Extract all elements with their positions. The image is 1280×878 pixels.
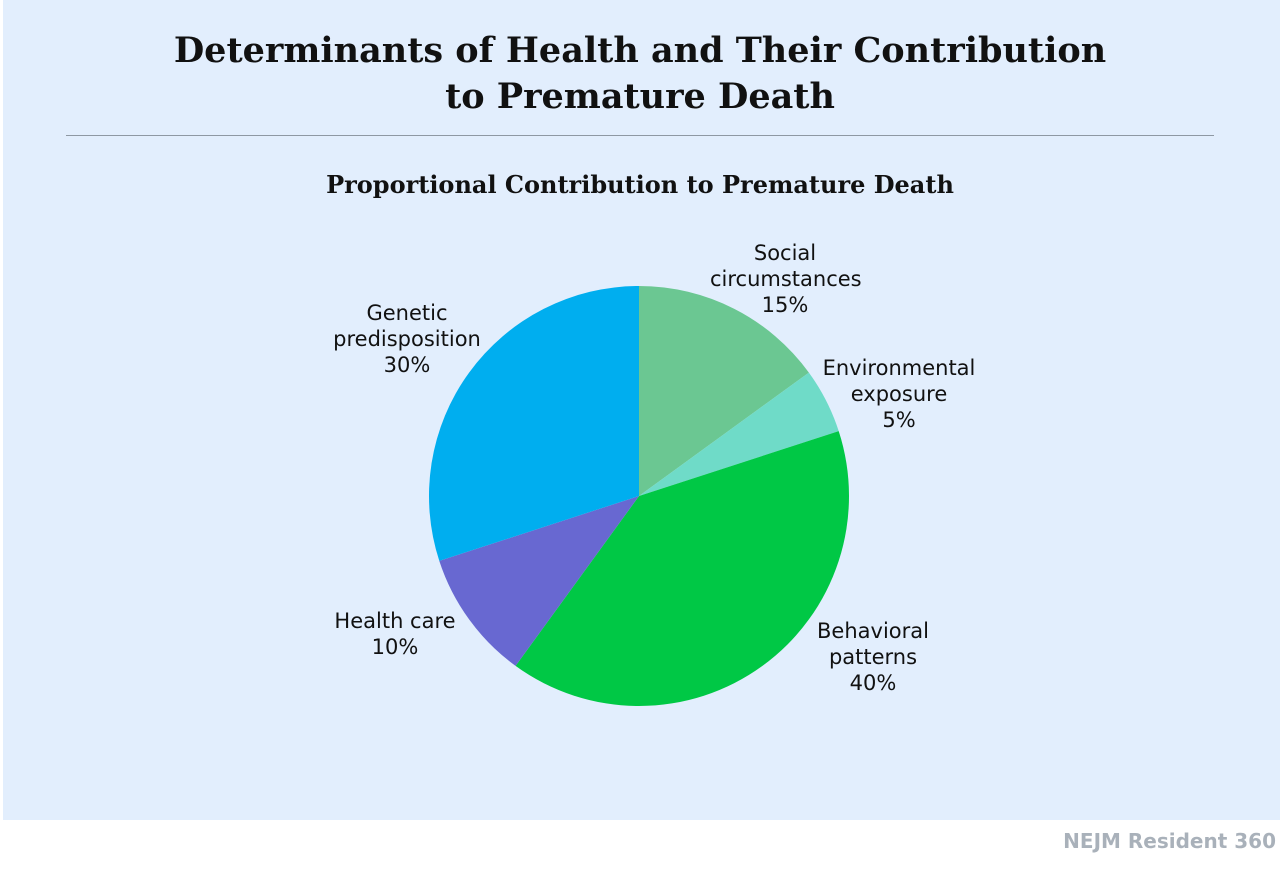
pie-slice-behavioral-patterns xyxy=(515,431,849,706)
slice-label-line: exposure xyxy=(850,382,948,406)
pie-slice-genetic-predisposition xyxy=(429,285,639,561)
slice-label-line: Genetic xyxy=(366,301,448,325)
slice-label-line: Environmental xyxy=(822,356,976,380)
slice-percent: 30% xyxy=(383,353,431,377)
chart-title: Proportional Contribution to Premature D… xyxy=(326,170,954,199)
slice-label-line: Health care xyxy=(334,609,456,633)
pie-slice-environmental-exposure xyxy=(639,372,839,496)
slice-label-genetic-predisposition: Genetic predisposition 30% xyxy=(325,300,489,378)
slice-percent: 15% xyxy=(761,293,809,317)
slice-label-environmental-exposure: Environmental exposure 5% xyxy=(820,355,978,433)
slice-label-line: Behavioral xyxy=(817,619,929,643)
pie-slice-health-care xyxy=(439,496,639,666)
pie-slice-social-circumstances xyxy=(639,286,809,496)
page-title-line-2: to Premature Death xyxy=(445,76,835,117)
slice-percent: 10% xyxy=(371,635,419,659)
slice-percent: 5% xyxy=(882,408,916,432)
title-divider xyxy=(66,135,1214,136)
slice-label-social-circumstances: Social circumstances 15% xyxy=(710,240,862,318)
slice-label-health-care: Health care 10% xyxy=(328,608,462,660)
slice-label-behavioral-patterns: Behavioral patterns 40% xyxy=(805,618,941,696)
slice-label-line: circumstances xyxy=(710,267,862,291)
slice-label-line: predisposition xyxy=(333,327,481,351)
page-title: Determinants of Health and Their Contrib… xyxy=(0,28,1280,120)
slice-percent: 40% xyxy=(849,671,897,695)
page-title-line-1: Determinants of Health and Their Contrib… xyxy=(173,30,1107,71)
brand-logo-text: NEJM Resident 360 xyxy=(1063,829,1276,853)
slice-label-line: patterns xyxy=(828,645,918,669)
slice-label-line: Social xyxy=(753,241,817,265)
